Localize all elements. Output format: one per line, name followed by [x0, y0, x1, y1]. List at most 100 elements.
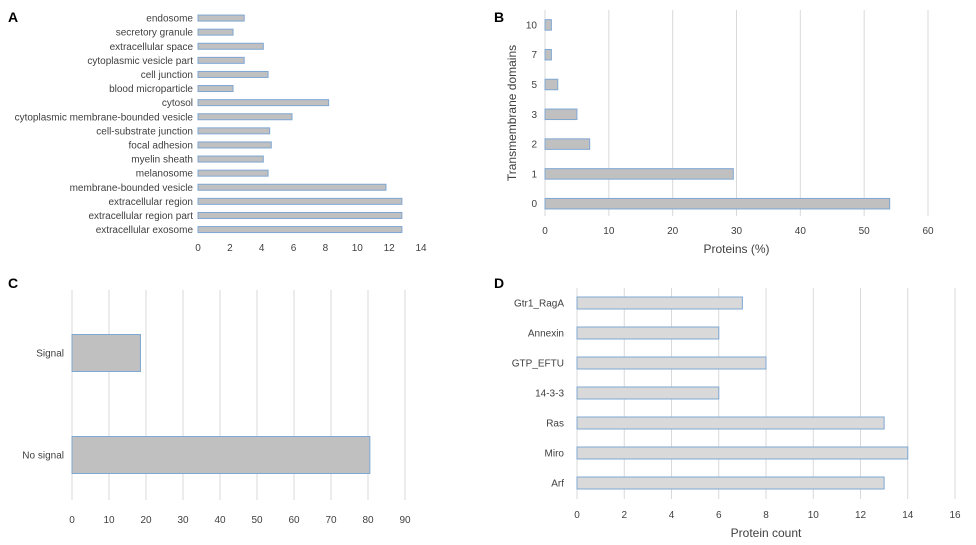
- category-label: extracellular region part: [89, 211, 194, 222]
- bar: [576, 476, 885, 490]
- category-label: extracellular exosome: [96, 225, 194, 236]
- bar: [197, 155, 264, 163]
- category-label: Ras: [546, 419, 564, 430]
- bar: [576, 296, 743, 310]
- bar: [197, 42, 264, 50]
- bar: [197, 70, 269, 78]
- category-label: 7: [531, 50, 537, 61]
- bar: [197, 226, 403, 234]
- category-label: myelin sheath: [131, 155, 193, 166]
- panel-a: A 0 2 4 6 8 10 12 14 endosome secretory granule ex…: [8, 9, 427, 254]
- category-label: extracellular space: [110, 42, 194, 53]
- bar: [544, 48, 552, 61]
- bar: [544, 78, 559, 91]
- bar: [544, 108, 578, 121]
- x-tick-label: 12: [855, 510, 867, 521]
- x-tick-label: 8: [323, 243, 329, 254]
- x-tick-label: 40: [214, 515, 226, 526]
- category-label: GTP_EFTU: [512, 359, 564, 370]
- category-label: 3: [531, 110, 537, 121]
- x-tick-label: 12: [384, 243, 396, 254]
- x-tick-label: 2: [227, 243, 233, 254]
- bar: [197, 85, 234, 93]
- bar: [197, 127, 271, 135]
- bar: [197, 141, 272, 149]
- bar: [576, 416, 885, 430]
- x-axis-title: Protein count: [731, 526, 802, 540]
- bar: [576, 386, 720, 400]
- x-tick-label: 2: [621, 510, 627, 521]
- category-label: melanosome: [136, 169, 194, 180]
- bar: [576, 446, 909, 460]
- x-tick-label: 0: [69, 515, 75, 526]
- category-label: Annexin: [528, 329, 564, 340]
- x-tick-label: 20: [667, 226, 679, 237]
- bar: [576, 326, 720, 340]
- category-label: 14-3-3: [535, 389, 564, 400]
- category-label: cytoplasmic vesicle part: [87, 56, 193, 67]
- x-tick-label: 16: [949, 510, 961, 521]
- x-tick-label: 10: [352, 243, 364, 254]
- x-tick-label: 8: [763, 510, 769, 521]
- category-label: No signal: [22, 451, 64, 462]
- category-label: Gtr1_RagA: [514, 299, 564, 310]
- category-label: cell junction: [141, 70, 193, 81]
- bar: [197, 183, 387, 191]
- x-tick-label: 4: [669, 510, 675, 521]
- panel-c: C 0 10 20 30 40 50 60 70 80 90 Signal No signal: [8, 275, 411, 526]
- bar: [197, 14, 245, 22]
- panel-a-label: A: [8, 9, 18, 25]
- bar: [197, 169, 269, 177]
- x-tick-label: 0: [574, 510, 580, 521]
- x-tick-label: 50: [859, 226, 871, 237]
- panel-d: D 0 2 4 6 8 10 12 14 16 Gtr1_RagA Annexin GTP_EFTU 1…: [494, 275, 961, 540]
- bar: [71, 436, 371, 474]
- x-tick-label: 0: [195, 243, 201, 254]
- category-label: 5: [531, 80, 537, 91]
- x-tick-label: 14: [902, 510, 914, 521]
- y-axis-title: Transmembrane domains: [505, 45, 519, 181]
- category-label: focal adhesion: [129, 140, 194, 151]
- x-tick-label: 0: [542, 226, 548, 237]
- bar: [544, 138, 591, 150]
- category-label: endosome: [146, 14, 193, 25]
- panel-b-label: B: [494, 9, 504, 25]
- category-label: cell-substrate junction: [96, 126, 193, 137]
- x-tick-label: 80: [362, 515, 374, 526]
- x-tick-label: 50: [251, 515, 263, 526]
- bar: [544, 197, 891, 210]
- x-tick-label: 70: [325, 515, 337, 526]
- x-tick-label: 20: [140, 515, 152, 526]
- bar: [576, 356, 767, 370]
- category-label: 2: [531, 140, 537, 151]
- category-label: cytoplasmic membrane-bounded vesicle: [15, 112, 194, 123]
- x-tick-label: 4: [259, 243, 265, 254]
- x-tick-label: 10: [603, 226, 615, 237]
- bar: [71, 334, 141, 372]
- x-tick-label: 10: [808, 510, 820, 521]
- bar: [197, 113, 293, 121]
- bar: [197, 99, 330, 107]
- x-tick-label: 30: [177, 515, 189, 526]
- category-label: 0: [531, 199, 537, 210]
- bar: [197, 56, 245, 64]
- category-label: Arf: [551, 479, 564, 490]
- bar: [197, 211, 403, 219]
- x-tick-label: 6: [291, 243, 297, 254]
- bar: [197, 28, 234, 36]
- category-label: extracellular region: [109, 197, 194, 208]
- category-label: secretory granule: [116, 28, 194, 39]
- category-label: cytosol: [162, 98, 193, 109]
- x-tick-label: 60: [288, 515, 300, 526]
- x-tick-label: 6: [716, 510, 722, 521]
- bar: [197, 197, 403, 205]
- x-tick-label: 90: [399, 515, 411, 526]
- category-label: membrane-bounded vesicle: [70, 183, 194, 194]
- x-tick-label: 10: [103, 515, 115, 526]
- category-label: Miro: [545, 449, 565, 460]
- x-tick-label: 30: [731, 226, 743, 237]
- category-label: 10: [526, 20, 538, 31]
- category-label: Signal: [36, 349, 64, 360]
